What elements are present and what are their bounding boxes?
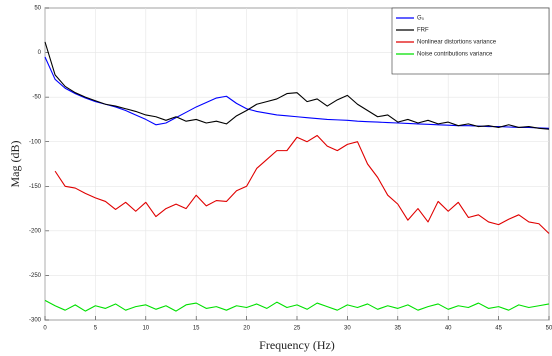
x-tick-label: 25: [294, 326, 301, 332]
legend-label: FRF: [417, 28, 429, 34]
y-tick-label: -150: [29, 184, 42, 190]
x-tick-label: 20: [243, 326, 250, 332]
x-tick-label: 30: [344, 326, 351, 332]
x-tick-label: 45: [495, 326, 502, 332]
y-tick-label: -300: [29, 318, 42, 324]
legend-label: Noise contributions variance: [417, 52, 493, 58]
series-line: [44, 299, 550, 312]
x-axis-title: Frequency (Hz): [259, 338, 335, 352]
x-tick-label: 10: [142, 326, 149, 332]
legend-box: [391, 7, 550, 75]
x-tick-label: 40: [445, 326, 452, 332]
x-tick-label: 15: [193, 326, 200, 332]
x-tick-label: 35: [394, 326, 401, 332]
y-tick-label: 0: [38, 50, 42, 56]
y-axis-title: Mag (dB): [8, 141, 22, 188]
y-tick-label: 50: [34, 6, 41, 12]
series-line: [44, 41, 550, 130]
y-tick-label: -100: [29, 139, 42, 145]
y-tick-label: -250: [29, 273, 42, 279]
x-tick-label: 0: [43, 326, 47, 332]
y-tick-label: -50: [32, 95, 41, 101]
legend-label: Nonlinear distortions variance: [417, 40, 497, 46]
series-line: [54, 134, 550, 234]
y-tick-label: -200: [29, 228, 42, 234]
series-line: [44, 56, 550, 129]
x-tick-label: 50: [546, 326, 552, 332]
legend-label: G₀: [417, 16, 425, 22]
x-tick-label: 5: [94, 326, 98, 332]
